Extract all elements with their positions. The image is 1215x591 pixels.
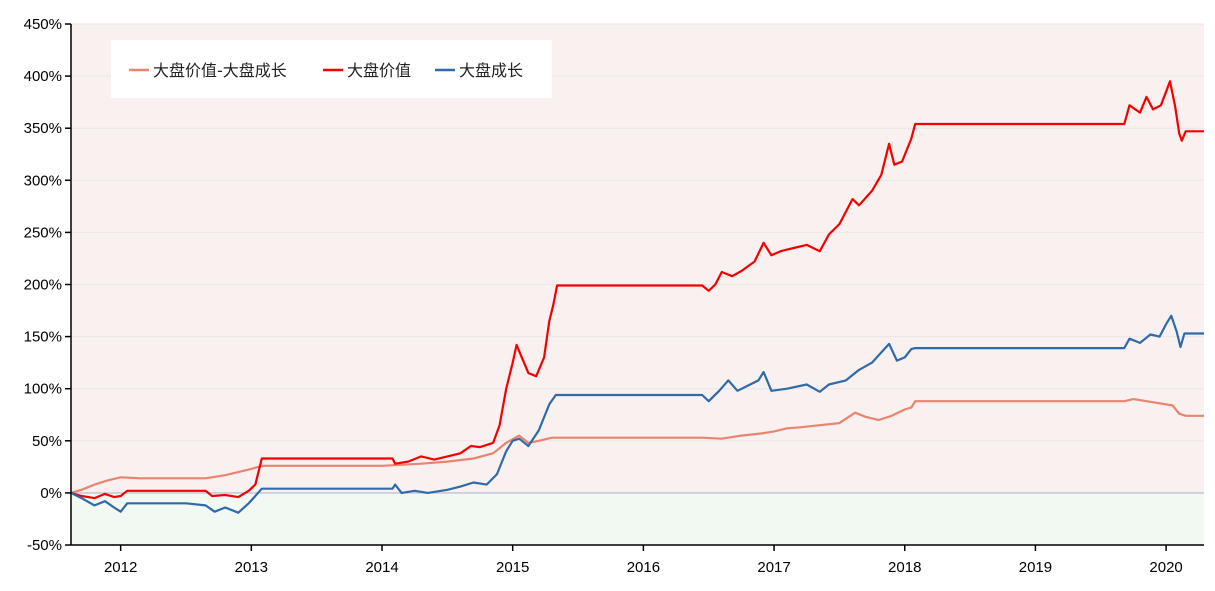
x-tick-label: 2015 [496,559,529,576]
negative-region-band [71,492,1204,545]
y-tick-label: 250% [24,224,62,241]
x-tick-label: 2018 [888,559,921,576]
x-tick-label: 2019 [1019,559,1052,576]
series-lines [70,80,1204,514]
grid-lines [71,23,1204,546]
x-tick-label: 2013 [235,559,268,576]
y-tick-label: 150% [24,329,62,346]
series-line-2 [70,314,1204,514]
axes: -50% 0% 50% 100% 150% 200% 250% 300% 350% 400% 450… [24,16,1204,576]
y-tick-label: 200% [24,277,62,294]
background-bands [71,24,1204,545]
x-tick-label: 2020 [1149,559,1182,576]
series-line-1 [70,80,1204,500]
series-line-0 [70,398,1204,494]
legend-label-2: 大盘成长 [459,61,523,80]
y-tick-label: -50% [27,537,62,554]
x-tick-label: 2012 [104,559,137,576]
x-tick-label: 2017 [757,559,790,576]
y-tick-label: 0% [40,485,62,502]
x-tick-label: 2014 [365,559,398,576]
y-tick-label: 300% [24,172,62,189]
y-tick-label: 50% [32,433,62,450]
legend-label-1: 大盘价值 [347,61,411,80]
y-tick-label: 350% [24,120,62,137]
y-tick-label: 450% [24,16,62,33]
x-tick-label: 2016 [627,559,660,576]
legend: 大盘价值-大盘成长 大盘价值 大盘成长 [111,40,552,98]
positive-region-band [71,24,1204,493]
y-tick-label: 400% [24,68,62,85]
y-tick-label: 100% [24,381,62,398]
legend-label-0: 大盘价值-大盘成长 [153,61,287,80]
